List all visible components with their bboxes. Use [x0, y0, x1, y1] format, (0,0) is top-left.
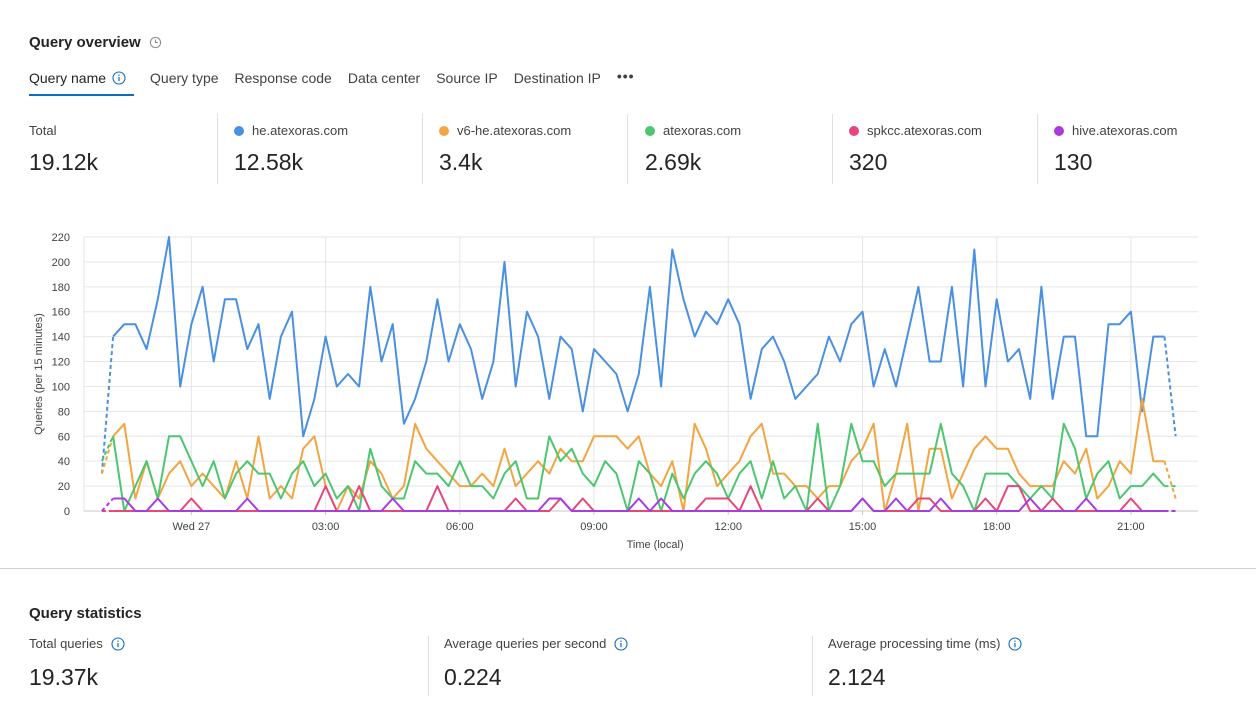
y-tick-label: 140 — [52, 332, 70, 344]
stat-total: Total 19.12k — [29, 114, 98, 184]
legend-dot-icon — [234, 125, 244, 136]
summary-stats: Total 19.12k he.atexoras.com 12.58k v6-h… — [0, 114, 1256, 184]
x-tick-label: Wed 27 — [173, 521, 211, 533]
y-tick-label: 180 — [52, 282, 70, 294]
query-statistics-title: Query statistics — [29, 605, 142, 622]
history-icon[interactable] — [149, 36, 162, 49]
legend-dot-icon — [645, 125, 655, 136]
legend-dot-icon — [1054, 125, 1064, 136]
stat-label: v6-he.atexoras.com — [457, 123, 572, 138]
stat-label: Total — [29, 123, 57, 138]
stat-label: Total queries — [29, 636, 103, 651]
series-line-hive-atexoras-com-start-dashed — [101, 497, 114, 512]
y-tick-label: 80 — [58, 406, 70, 418]
info-icon[interactable] — [112, 71, 126, 85]
stat-value: 320 — [849, 149, 888, 175]
series-line-he-atexoras-com — [112, 236, 1165, 438]
stat-label: Average queries per second — [444, 636, 607, 651]
stat-value: 130 — [1054, 149, 1093, 175]
x-tick-label: 15:00 — [849, 521, 877, 533]
divider — [428, 636, 429, 696]
y-tick-label: 160 — [52, 307, 70, 319]
stat-value: 19.12k — [29, 149, 99, 175]
x-tick-label: 03:00 — [312, 521, 340, 533]
tab-data-center[interactable]: Data center — [348, 70, 420, 96]
tab-label: Source IP — [436, 70, 498, 86]
query-overview-title-text: Query overview — [29, 34, 141, 51]
divider — [422, 114, 423, 184]
series-line-atexoras-com — [112, 422, 1166, 512]
x-tick-label: 12:00 — [714, 521, 742, 533]
series-line-hive-atexoras-com — [113, 497, 1165, 512]
stat-value: 0.224 — [444, 664, 502, 690]
stat-avg-processing-time: Average processing time (ms) 2.124 — [828, 636, 1022, 691]
x-tick-label: 09:00 — [580, 521, 608, 533]
series-line-v6-he-atexoras-com — [112, 397, 1165, 512]
legend-dot-icon — [439, 125, 449, 136]
series-line-v6-he-atexoras-com-end-dashed — [1163, 460, 1177, 499]
y-tick-label: 40 — [58, 456, 70, 468]
divider — [812, 636, 813, 696]
query-overview-title: Query overview — [29, 34, 162, 51]
y-tick-label: 120 — [52, 357, 70, 369]
tab-destination-ip[interactable]: Destination IP — [514, 70, 601, 96]
divider — [832, 114, 833, 184]
more-icon: ••• — [616, 68, 635, 84]
legend-dot-icon — [849, 125, 859, 136]
stat-label: he.atexoras.com — [252, 123, 349, 138]
stat-label: hive.atexoras.com — [1072, 123, 1178, 138]
stat-avg-qps: Average queries per second 0.224 — [444, 636, 628, 691]
tab-label: Destination IP — [513, 70, 601, 86]
divider — [627, 114, 628, 184]
y-tick-label: 0 — [64, 506, 70, 518]
stat-value: 12.58k — [234, 149, 304, 175]
tab-query-name[interactable]: Query name — [29, 70, 135, 96]
tab-response-code[interactable]: Response code — [235, 70, 332, 96]
tab-label: Response code — [234, 70, 332, 86]
series-line-atexoras-com-start-dashed — [100, 435, 114, 462]
info-icon[interactable] — [614, 637, 628, 651]
x-tick-label: 18:00 — [983, 521, 1011, 533]
x-tick-label: 06:00 — [446, 521, 474, 533]
stat-total-queries: Total queries 19.37k — [29, 636, 125, 691]
stat-series-hive[interactable]: hive.atexoras.com 130 — [1054, 114, 1178, 184]
y-tick-label: 220 — [52, 232, 70, 244]
stat-series-v6-he[interactable]: v6-he.atexoras.com 3.4k — [439, 114, 571, 184]
y-tick-label: 20 — [58, 481, 70, 493]
info-icon[interactable] — [1008, 637, 1022, 651]
stat-label: atexoras.com — [663, 123, 742, 138]
stat-value: 2.124 — [828, 664, 886, 690]
stat-value: 3.4k — [439, 149, 483, 175]
tab-label: Data center — [347, 70, 421, 86]
query-tabs: Query name Query type Response code Data… — [29, 68, 651, 96]
tab-query-type[interactable]: Query type — [150, 70, 218, 96]
x-tick-label: 21:00 — [1117, 521, 1145, 533]
stat-series-spkcc[interactable]: spkcc.atexoras.com 320 — [849, 114, 982, 184]
stat-value: 19.37k — [29, 664, 99, 690]
y-tick-label: 200 — [52, 257, 70, 269]
stat-label: Average processing time (ms) — [828, 636, 1001, 651]
more-tabs-button[interactable]: ••• — [616, 68, 635, 96]
tab-label: Query type — [150, 70, 219, 86]
section-divider — [0, 568, 1256, 569]
stat-label: spkcc.atexoras.com — [867, 123, 982, 138]
stat-series-he[interactable]: he.atexoras.com 12.58k — [234, 114, 348, 184]
y-tick-label: 100 — [52, 381, 70, 393]
tab-label: Query name — [29, 70, 107, 86]
series-line-he-atexoras-com-end-dashed — [1163, 336, 1177, 437]
y-axis-title: Queries (per 15 minutes) — [33, 313, 45, 435]
tab-source-ip[interactable]: Source IP — [436, 70, 497, 96]
y-tick-label: 60 — [58, 431, 70, 443]
series-line-he-atexoras-com-start-dashed — [100, 336, 115, 474]
stat-value: 2.69k — [645, 149, 702, 175]
x-axis-title: Time (local) — [627, 539, 684, 551]
queries-line-chart[interactable]: 0 20 40 60 80 100 120 140 160 180 200 220 Wed 27 03:0… — [0, 220, 1256, 560]
info-icon[interactable] — [111, 637, 125, 651]
divider — [217, 114, 218, 184]
divider — [1037, 114, 1038, 184]
stat-series-atexoras[interactable]: atexoras.com 2.69k — [645, 114, 741, 184]
